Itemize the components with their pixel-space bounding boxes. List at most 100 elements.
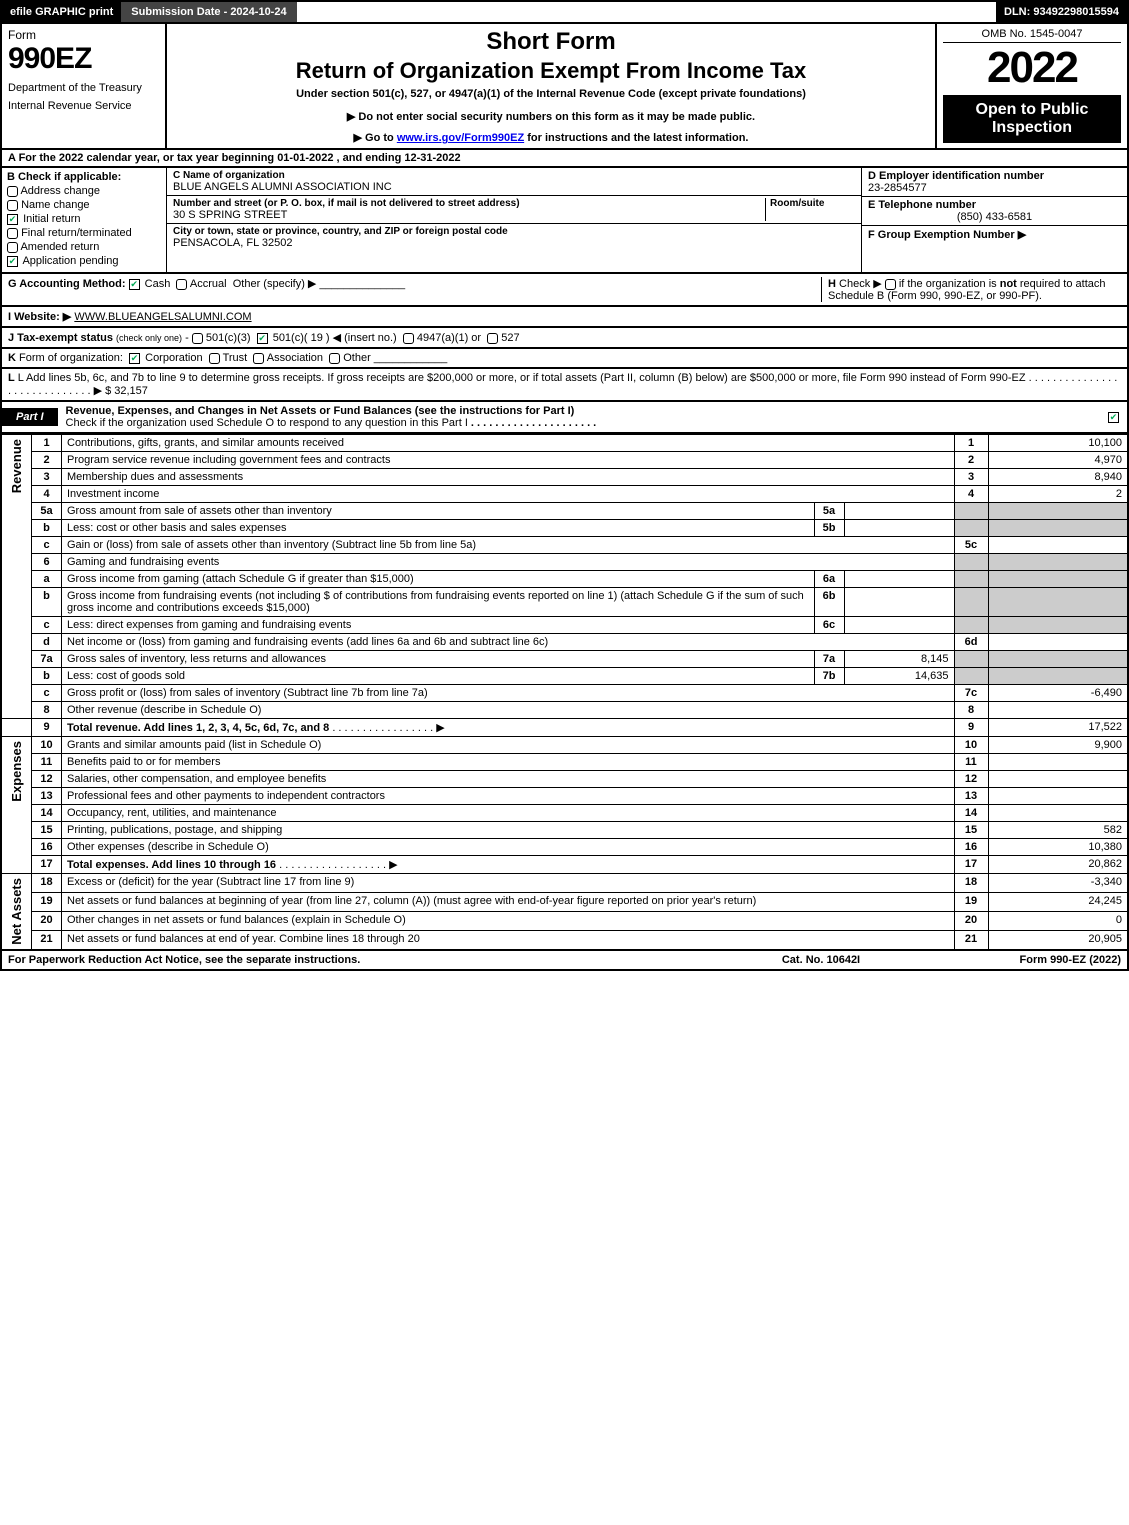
line-text: Less: direct expenses from gaming and fu… [62, 617, 815, 634]
part1-header: Part I Revenue, Expenses, and Changes in… [0, 402, 1129, 434]
cb-address-change[interactable]: Address change [7, 185, 161, 197]
other-label: Other (specify) ▶ [233, 278, 317, 290]
line-val: 4,970 [988, 452, 1128, 469]
cb-association[interactable] [253, 353, 264, 364]
table-row: 17Total expenses. Add lines 10 through 1… [1, 856, 1128, 874]
table-row: 16Other expenses (describe in Schedule O… [1, 839, 1128, 856]
row-h: H Check ▶ if the organization is not req… [821, 277, 1121, 302]
return-title: Return of Organization Exempt From Incom… [175, 58, 927, 84]
cb-501c[interactable] [257, 333, 268, 344]
table-row: 13Professional fees and other payments t… [1, 788, 1128, 805]
street-label: Number and street (or P. O. box, if mail… [173, 198, 765, 209]
cb-501c3[interactable] [192, 333, 203, 344]
section-c: C Name of organization BLUE ANGELS ALUMN… [167, 168, 862, 272]
netassets-label: Net Assets [7, 876, 26, 947]
cb-schedule-b[interactable] [885, 279, 896, 290]
cb-other-org[interactable] [329, 353, 340, 364]
row-l-value: ▶ $ 32,157 [94, 385, 148, 397]
cb-cash[interactable] [129, 279, 140, 290]
form-header: Form 990EZ Department of the Treasury In… [0, 24, 1129, 150]
table-row: 3Membership dues and assessments38,940 [1, 469, 1128, 486]
line-val: 17,522 [988, 719, 1128, 737]
cb-label: Amended return [20, 241, 99, 253]
cb-final-return[interactable]: Final return/terminated [7, 227, 161, 239]
table-row: 2Program service revenue including gover… [1, 452, 1128, 469]
table-row: 11Benefits paid to or for members11 [1, 754, 1128, 771]
table-row: bGross income from fundraising events (n… [1, 588, 1128, 617]
cell-ein: D Employer identification number 23-2854… [862, 168, 1127, 197]
topbar: efile GRAPHIC print Submission Date - 20… [0, 0, 1129, 24]
row-k: K Form of organization: Corporation Trus… [0, 349, 1129, 369]
line-val [844, 503, 954, 520]
line-text: Net assets or fund balances at beginning… [62, 892, 955, 911]
line-text: Gross sales of inventory, less returns a… [62, 651, 815, 668]
cb-application-pending[interactable]: Application pending [7, 255, 161, 267]
omb-number: OMB No. 1545-0047 [943, 28, 1121, 43]
table-row: bLess: cost of goods sold7b14,635 [1, 668, 1128, 685]
table-row: bLess: cost or other basis and sales exp… [1, 520, 1128, 537]
cb-name-change[interactable]: Name change [7, 199, 161, 211]
room-label: Room/suite [770, 198, 855, 209]
line-val: -6,490 [988, 685, 1128, 702]
telephone: (850) 433-6581 [868, 211, 1121, 223]
cell-city: City or town, state or province, country… [167, 224, 861, 251]
cb-4947a1[interactable] [403, 333, 414, 344]
table-row: Expenses 10Grants and similar amounts pa… [1, 737, 1128, 754]
irs-link[interactable]: www.irs.gov/Form990EZ [397, 132, 524, 144]
header-right: OMB No. 1545-0047 2022 Open to Public In… [937, 24, 1127, 148]
cb-initial-return[interactable]: Initial return [7, 213, 161, 225]
line-text: Investment income [62, 486, 955, 503]
website-url[interactable]: WWW.BLUEANGELSALUMNI.COM [74, 311, 251, 323]
line-val [844, 571, 954, 588]
cb-amended-return[interactable]: Amended return [7, 241, 161, 253]
part1-subtitle: Check if the organization used Schedule … [66, 417, 468, 429]
line-val: 20,905 [988, 930, 1128, 950]
page-footer: For Paperwork Reduction Act Notice, see … [0, 951, 1129, 971]
line-text: Gross income from gaming (attach Schedul… [62, 571, 815, 588]
row-l: L L Add lines 5b, 6c, and 7b to line 9 t… [0, 369, 1129, 402]
dln: DLN: 93492298015594 [996, 2, 1127, 22]
lines-table: Revenue 1Contributions, gifts, grants, a… [0, 434, 1129, 951]
under-section: Under section 501(c), 527, or 4947(a)(1)… [175, 88, 927, 100]
ein-label: D Employer identification number [868, 170, 1121, 182]
row-j: J Tax-exempt status (check only one) - 5… [0, 328, 1129, 349]
note-ssn: Do not enter social security numbers on … [175, 110, 927, 123]
cb-trust[interactable] [209, 353, 220, 364]
line-text: Net income or (loss) from gaming and fun… [62, 634, 955, 651]
table-row: 7aGross sales of inventory, less returns… [1, 651, 1128, 668]
table-row: 19Net assets or fund balances at beginni… [1, 892, 1128, 911]
cb-accrual[interactable] [176, 279, 187, 290]
line-val [988, 702, 1128, 719]
line-text: Excess or (deficit) for the year (Subtra… [62, 874, 955, 893]
footer-catno: Cat. No. 10642I [721, 954, 921, 966]
table-row: dNet income or (loss) from gaming and fu… [1, 634, 1128, 651]
table-row: 12Salaries, other compensation, and empl… [1, 771, 1128, 788]
topbar-spacer [297, 2, 996, 22]
part1-title-text: Revenue, Expenses, and Changes in Net As… [66, 405, 575, 417]
line-text: Gross amount from sale of assets other t… [62, 503, 815, 520]
cb-527[interactable] [487, 333, 498, 344]
goto-pre: Go to [365, 132, 397, 144]
line-text: Other changes in net assets or fund bala… [62, 911, 955, 930]
line-text: Professional fees and other payments to … [62, 788, 955, 805]
table-row: 21Net assets or fund balances at end of … [1, 930, 1128, 950]
cb-label: Final return/terminated [21, 227, 132, 239]
line-val: 0 [988, 911, 1128, 930]
line-text: Salaries, other compensation, and employ… [62, 771, 955, 788]
line-text: Printing, publications, postage, and shi… [62, 822, 955, 839]
line-val: 8,940 [988, 469, 1128, 486]
part1-checkbox[interactable] [1108, 411, 1127, 423]
part1-title: Revenue, Expenses, and Changes in Net As… [58, 402, 1108, 432]
line-text: Total expenses. Add lines 10 through 16 [67, 859, 276, 871]
cash-label: Cash [145, 278, 171, 290]
cb-corporation[interactable] [129, 353, 140, 364]
line-val: 10,100 [988, 435, 1128, 452]
line-val: 20,862 [988, 856, 1128, 874]
section-d: D Employer identification number 23-2854… [862, 168, 1127, 272]
form-number: 990EZ [8, 42, 159, 76]
efile-label[interactable]: efile GRAPHIC print [2, 2, 121, 22]
table-row: 6Gaming and fundraising events [1, 554, 1128, 571]
table-row: 4Investment income42 [1, 486, 1128, 503]
table-row: cGain or (loss) from sale of assets othe… [1, 537, 1128, 554]
line-val: 24,245 [988, 892, 1128, 911]
